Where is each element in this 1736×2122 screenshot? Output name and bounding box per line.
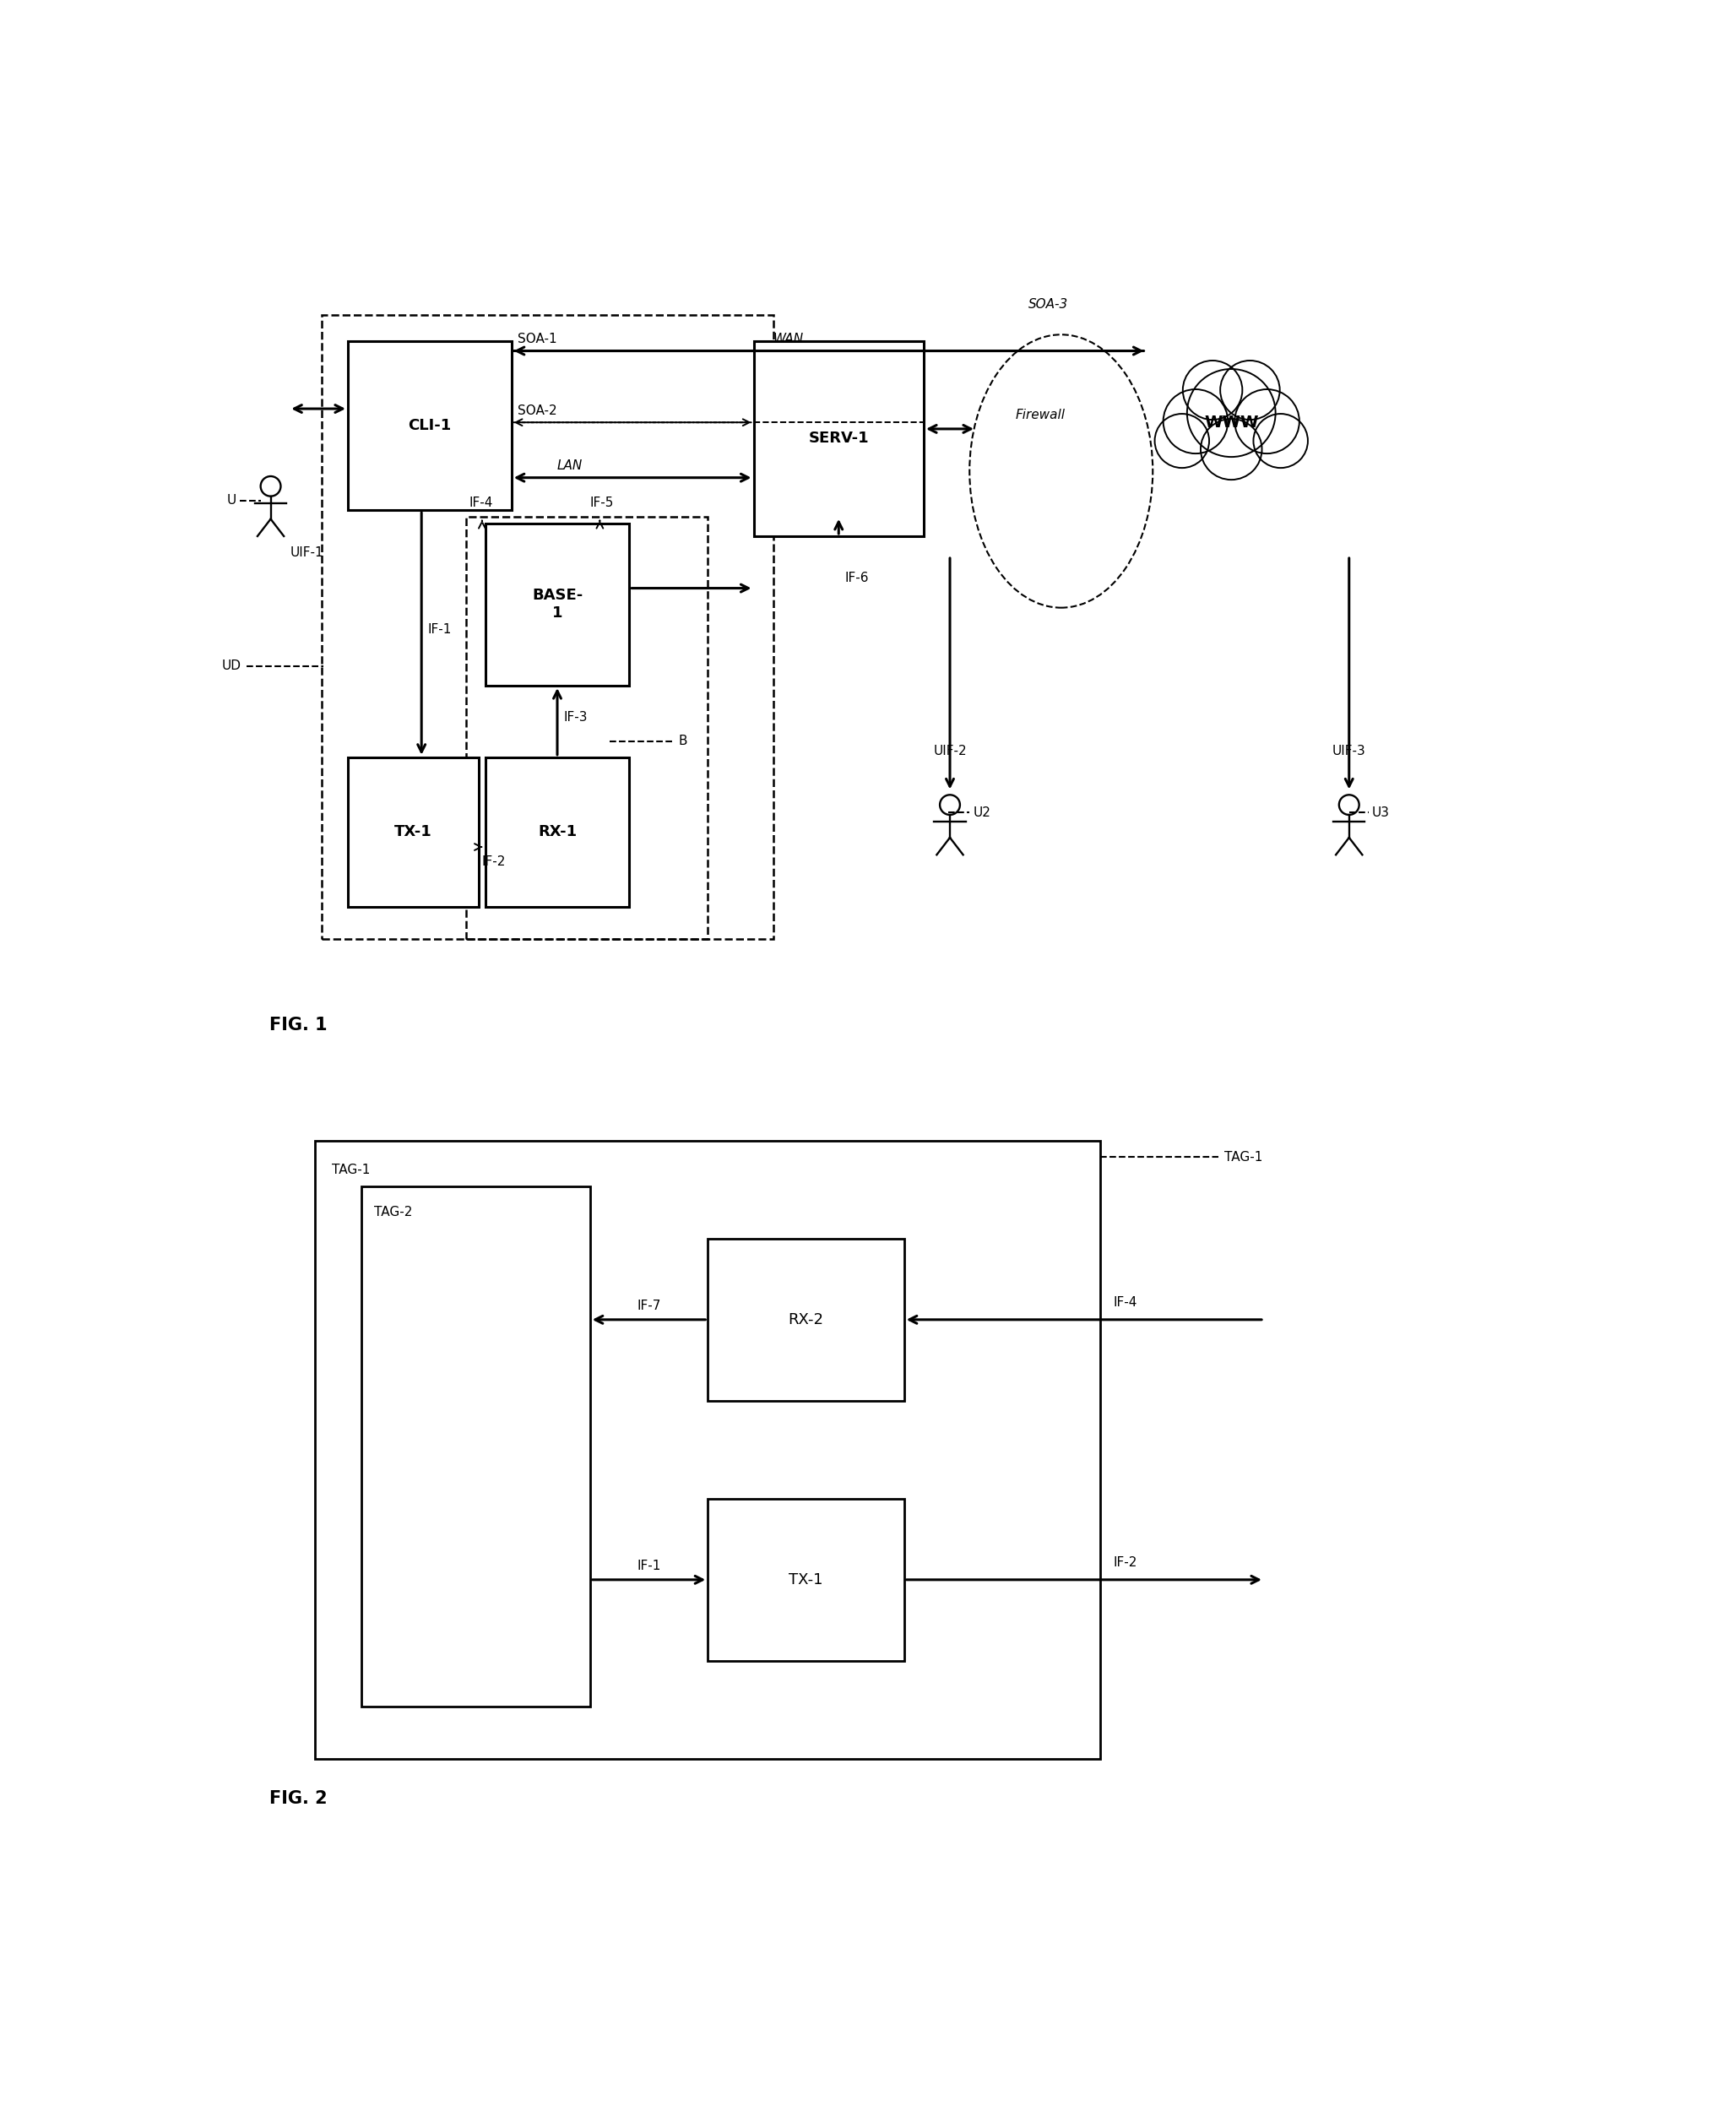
Text: TX-1: TX-1 [788,1572,823,1587]
Text: UIF-1: UIF-1 [290,545,323,558]
Text: RX-1: RX-1 [538,825,576,840]
Bar [486,524,628,685]
Text: U2: U2 [972,806,991,819]
Circle shape [1253,414,1307,469]
Circle shape [1163,388,1227,454]
Text: WAN: WAN [773,333,804,346]
Text: SOA-3: SOA-3 [1028,299,1068,312]
Text: IF-5: IF-5 [590,497,615,509]
Text: SOA-2: SOA-2 [517,405,557,418]
Bar [361,1186,590,1706]
Circle shape [1220,361,1279,420]
Text: TAG-1: TAG-1 [1224,1150,1264,1163]
Circle shape [1201,418,1262,480]
Text: UIF-2: UIF-2 [934,745,967,758]
Text: U3: U3 [1371,806,1391,819]
Text: LAN: LAN [557,460,583,473]
Text: FIG. 2: FIG. 2 [269,1791,328,1808]
Bar [486,758,628,906]
Bar [708,1239,904,1401]
Text: SERV-1: SERV-1 [809,431,870,446]
Text: IF-1: IF-1 [429,624,451,637]
Text: IF-7: IF-7 [637,1301,661,1311]
Text: UIF-3: UIF-3 [1332,745,1366,758]
Text: IF-2: IF-2 [483,855,505,868]
Text: TAG-2: TAG-2 [373,1205,413,1218]
Bar [321,314,773,940]
Bar [753,342,924,537]
Text: RX-2: RX-2 [788,1311,823,1326]
Circle shape [1154,414,1210,469]
Text: IF-4: IF-4 [469,497,493,509]
Bar [316,1142,1101,1759]
Text: UD: UD [222,660,241,673]
Text: FIG. 1: FIG. 1 [269,1016,328,1033]
Text: CLI-1: CLI-1 [408,418,451,433]
Bar [347,758,479,906]
Text: BASE-
1: BASE- 1 [531,588,583,622]
Text: TAG-1: TAG-1 [332,1163,370,1176]
Bar [465,516,708,940]
Text: B: B [679,734,687,747]
Text: IF-6: IF-6 [845,571,870,584]
Bar [708,1498,904,1662]
Circle shape [1187,369,1276,456]
Circle shape [1234,388,1299,454]
Text: IF-1: IF-1 [637,1560,661,1572]
Text: IF-3: IF-3 [564,711,589,724]
Circle shape [1182,361,1243,420]
Bar [347,342,512,509]
Text: TX-1: TX-1 [394,825,432,840]
Text: IF-4: IF-4 [1113,1297,1137,1309]
Text: WWW: WWW [1205,414,1259,431]
Text: U: U [227,494,236,507]
Text: IF-2: IF-2 [1113,1558,1137,1570]
Text: SOA-1: SOA-1 [517,333,557,346]
Text: Firewall: Firewall [1016,410,1066,422]
